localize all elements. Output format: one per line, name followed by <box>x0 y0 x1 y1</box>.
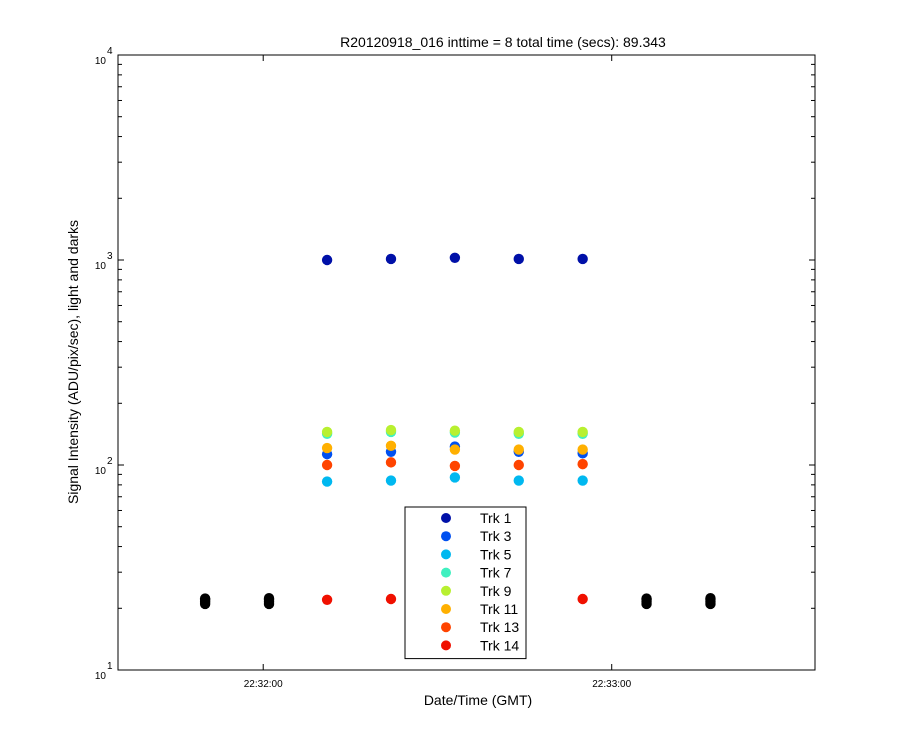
data-point <box>513 459 524 471</box>
legend-label: Trk 13 <box>480 619 519 635</box>
legend-label: Trk 3 <box>480 528 512 544</box>
data-point <box>513 475 524 486</box>
data-point <box>577 593 588 605</box>
legend-marker <box>441 585 451 596</box>
legend-marker <box>441 531 451 542</box>
data-point <box>321 426 333 438</box>
dark-point <box>641 593 652 604</box>
chart-title: R20120918_016 inttime = 8 total time (se… <box>340 34 666 50</box>
dark-point <box>263 592 275 604</box>
data-point <box>321 459 333 471</box>
data-point <box>449 444 461 455</box>
legend-marker <box>441 549 451 560</box>
x-tick-label: 22:32:00 <box>244 679 283 690</box>
data-point <box>385 593 397 605</box>
data-point <box>449 425 461 436</box>
legend: Trk 1 Trk 3 Trk 5 Trk 7 Trk 9 Trk 11 Trk 13 Trk… <box>404 506 527 660</box>
y-tick-label-base: 10 <box>95 466 107 477</box>
data-point <box>449 252 461 264</box>
legend-box <box>404 506 527 660</box>
data-point <box>577 475 588 486</box>
y-tick-label-exp: 3 <box>107 251 113 262</box>
data-point <box>577 458 588 470</box>
legend-marker <box>441 604 451 614</box>
dark-point <box>705 592 716 604</box>
data-point <box>449 472 461 483</box>
data-point <box>513 426 524 438</box>
data-point <box>449 460 461 472</box>
y-axis-label: Signal Intensity (ADU/pix/sec), light an… <box>65 220 81 504</box>
legend-label: Trk 1 <box>480 510 512 526</box>
data-point <box>385 457 397 468</box>
y-tick-label-base: 10 <box>95 56 107 67</box>
data-point <box>577 444 588 455</box>
data-point <box>385 440 397 452</box>
legend-label: Trk 5 <box>480 546 512 562</box>
y-tick-label-base: 10 <box>95 261 107 272</box>
data-point <box>321 442 333 454</box>
y-tick-label-exp: 4 <box>107 46 113 57</box>
data-point <box>385 253 397 265</box>
legend-label: Trk 9 <box>480 583 512 599</box>
data-point <box>513 444 524 455</box>
legend-label: Trk 14 <box>480 637 519 653</box>
data-point <box>513 253 524 265</box>
data-marks <box>199 252 716 610</box>
legend-label: Trk 11 <box>480 601 518 617</box>
y-tick-label-base: 10 <box>95 671 107 682</box>
x-tick-label: 22:33:00 <box>592 679 631 690</box>
data-point <box>385 475 397 486</box>
data-point <box>577 426 588 438</box>
legend-marker <box>441 640 451 651</box>
x-axis-label: Date/Time (GMT) <box>424 692 532 708</box>
y-tick-label-exp: 1 <box>107 661 113 672</box>
data-point <box>321 594 333 606</box>
legend-marker <box>441 513 451 523</box>
legend-marker <box>441 622 451 633</box>
dark-point <box>199 593 211 604</box>
legend-marker <box>441 567 451 578</box>
data-point <box>321 476 333 487</box>
data-point <box>321 254 333 266</box>
data-point <box>577 253 588 265</box>
plot-area <box>117 54 816 671</box>
data-point <box>385 424 397 436</box>
y-tick-label-exp: 2 <box>107 456 113 467</box>
legend-label: Trk 7 <box>480 565 512 581</box>
